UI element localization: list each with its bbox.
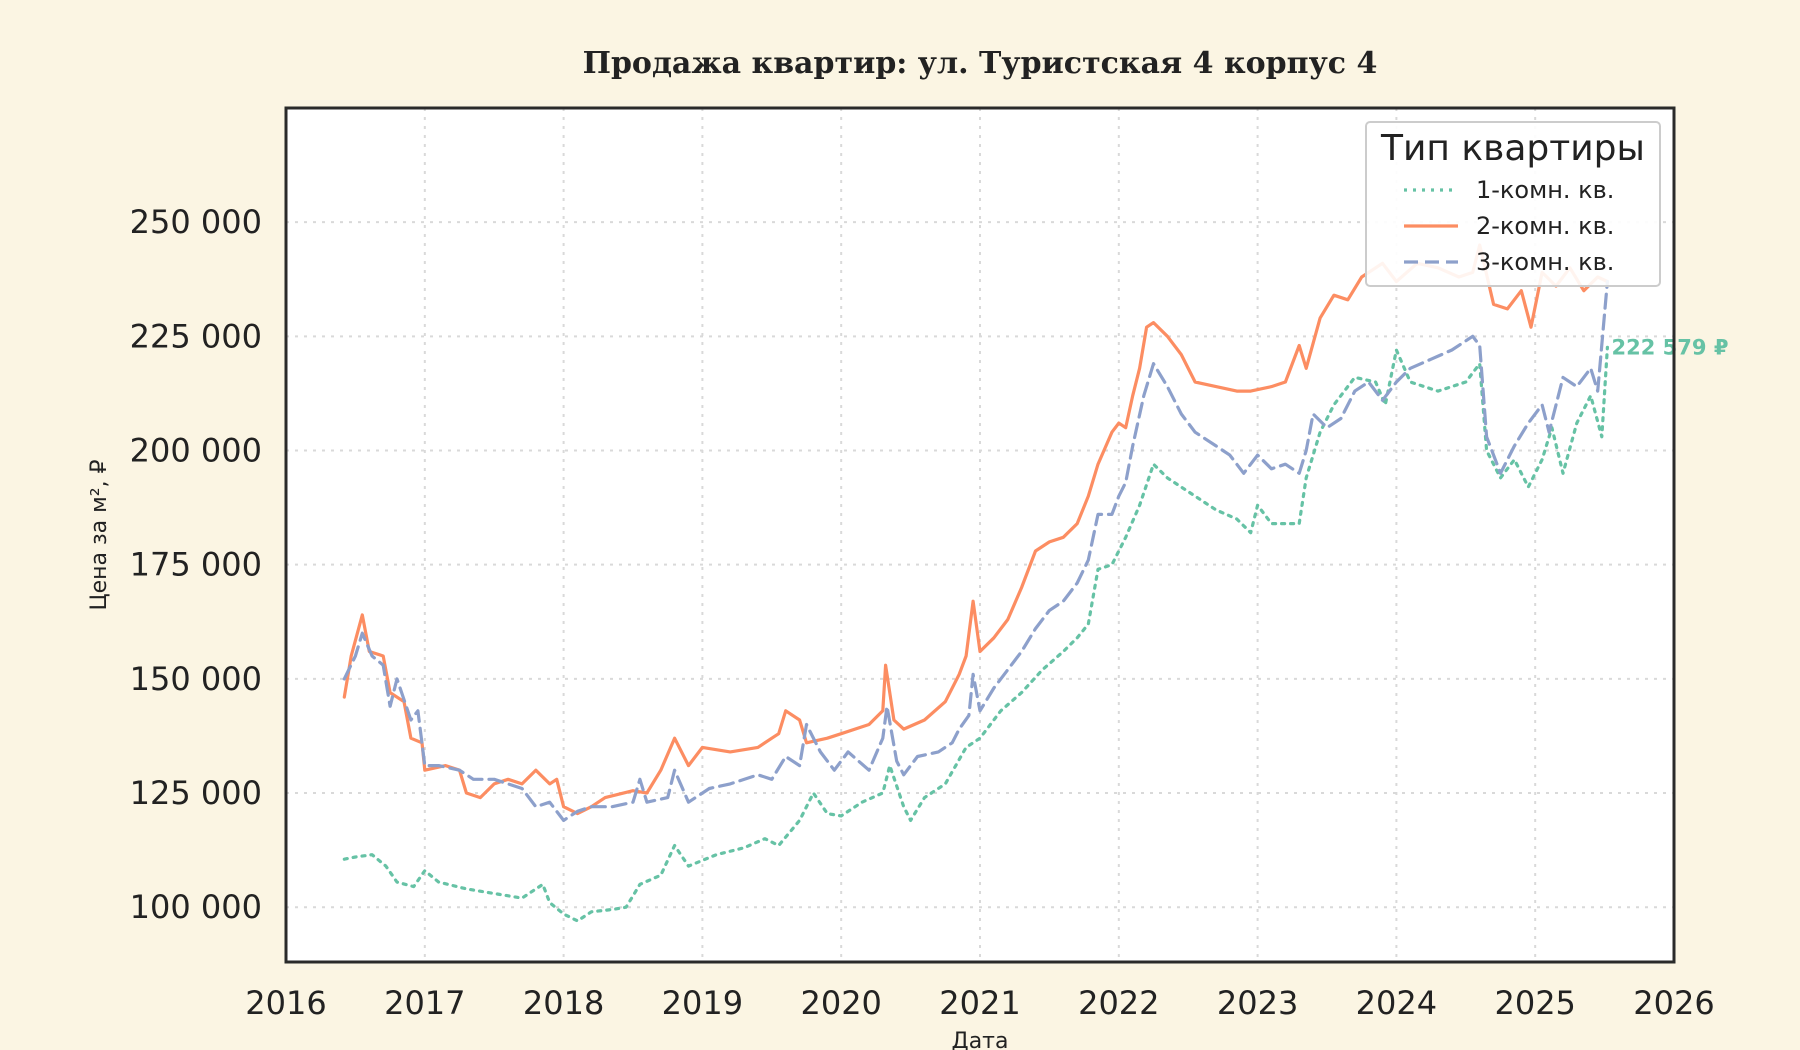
y-tick-label: 175 000 bbox=[130, 546, 262, 584]
x-axis: 2016 2017 2018 2019 2020 2021 2022 2023 2024 2025… bbox=[245, 984, 1714, 1022]
x-tick-label: 2022 bbox=[1078, 984, 1159, 1022]
y-axis: 100 000 125 000 150 000 175 000 200 000 225 0… bbox=[130, 203, 262, 926]
x-tick-label: 2016 bbox=[245, 984, 326, 1022]
y-tick-label: 250 000 bbox=[130, 203, 262, 241]
y-tick-label: 225 000 bbox=[130, 317, 262, 355]
x-tick-label: 2026 bbox=[1633, 984, 1714, 1022]
y-tick-label: 150 000 bbox=[130, 660, 262, 698]
y-axis-label: Цена за м², ₽ bbox=[87, 459, 112, 610]
x-tick-label: 2024 bbox=[1356, 984, 1437, 1022]
x-axis-label: Дата bbox=[952, 1029, 1009, 1050]
x-tick-label: 2017 bbox=[384, 984, 465, 1022]
legend: Тип квартиры 1-комн. кв. 2-комн. кв. 3-ком… bbox=[1365, 121, 1661, 287]
legend-label: 2-комн. кв. bbox=[1476, 212, 1614, 240]
x-tick-label: 2021 bbox=[939, 984, 1020, 1022]
series-line-1 bbox=[342, 345, 1609, 923]
y-tick-label: 100 000 bbox=[130, 888, 262, 926]
legend-label: 1-комн. кв. bbox=[1476, 176, 1614, 204]
legend-label: 3-комн. кв. bbox=[1476, 248, 1614, 276]
x-tick-label: 2019 bbox=[662, 984, 743, 1022]
x-tick-label: 2025 bbox=[1494, 984, 1575, 1022]
series-line-3 bbox=[342, 279, 1609, 822]
plot-frame bbox=[284, 106, 1676, 964]
legend-title: Тип квартиры bbox=[1380, 128, 1645, 169]
chart-title: Продажа квартир: ул. Туристская 4 корпус… bbox=[583, 46, 1378, 81]
last-value-annotation: 222 579 ₽ bbox=[1612, 335, 1729, 359]
y-tick-label: 200 000 bbox=[130, 432, 262, 470]
x-tick-label: 2020 bbox=[800, 984, 881, 1022]
y-tick-label: 125 000 bbox=[130, 774, 262, 812]
x-tick-label: 2018 bbox=[523, 984, 604, 1022]
legend-box bbox=[1365, 121, 1661, 287]
x-tick-label: 2023 bbox=[1217, 984, 1298, 1022]
legend-items: 1-комн. кв. 2-комн. кв. 3-комн. кв. bbox=[1404, 176, 1614, 276]
